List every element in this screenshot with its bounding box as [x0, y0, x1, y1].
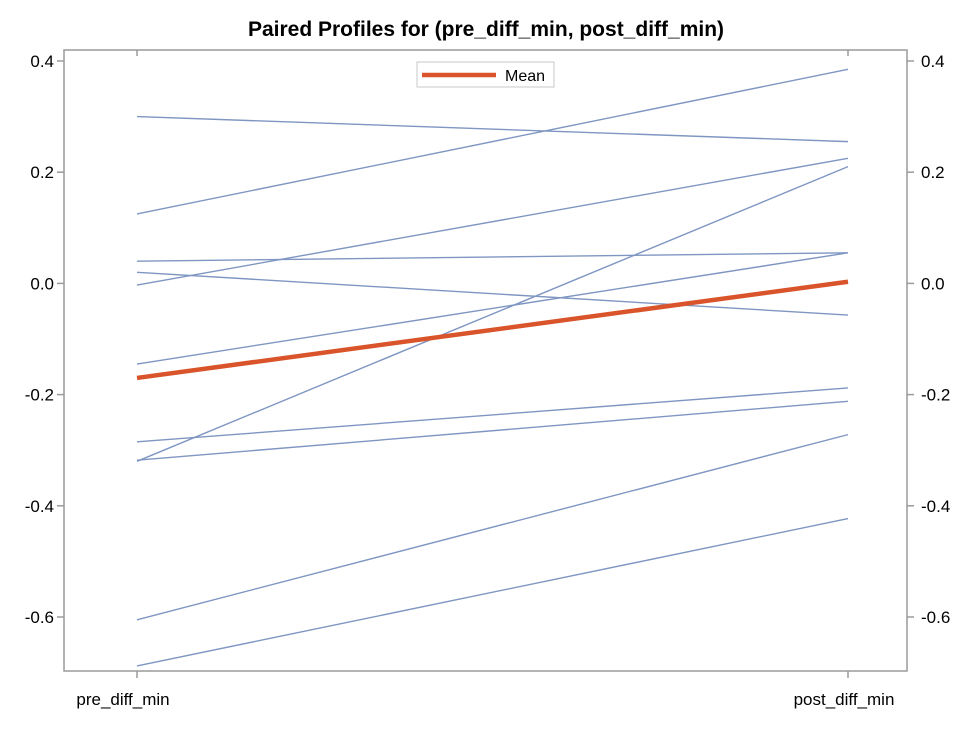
left-y-tick-label: 0.2: [30, 163, 54, 182]
profile-line: [136, 387, 849, 443]
profile-lines: [136, 68, 849, 667]
x-category-label: pre_diff_min: [76, 690, 169, 709]
left-y-tick-label: -0.6: [25, 608, 54, 627]
left-y-tick-label: -0.2: [25, 386, 54, 405]
mean-line: [136, 279, 849, 381]
profile-line: [136, 252, 849, 262]
mean-line-group: [136, 279, 849, 381]
left-y-tick-label: 0.4: [30, 52, 54, 71]
x-category-label: post_diff_min: [794, 690, 895, 709]
x-axis: pre_diff_min post_diff_min: [76, 50, 894, 709]
left-y-axis: 0.4 0.2 0.0 -0.2 -0.4 -0.6: [25, 52, 64, 627]
left-y-tick-label: -0.4: [25, 497, 54, 516]
profile-line: [136, 68, 849, 215]
profile-line: [136, 115, 849, 143]
profile-line: [136, 433, 849, 621]
profile-line: [136, 252, 849, 365]
chart-title: Paired Profiles for (pre_diff_min, post_…: [248, 18, 724, 41]
right-y-tick-label: -0.2: [921, 386, 950, 405]
right-y-tick-label: 0.4: [921, 52, 945, 71]
right-y-tick-label: 0.0: [921, 274, 945, 293]
right-y-tick-label: -0.6: [921, 608, 950, 627]
right-y-tick-label: -0.4: [921, 497, 950, 516]
right-y-axis: 0.4 0.2 0.0 -0.2 -0.4 -0.6: [907, 52, 950, 627]
plot-area-frame: [63, 49, 908, 672]
profile-line: [136, 157, 849, 286]
legend-mean-label: Mean: [505, 68, 545, 85]
profile-line: [136, 517, 849, 667]
profile-line: [136, 271, 849, 316]
right-y-tick-label: 0.2: [921, 163, 945, 182]
profile-line: [136, 400, 849, 461]
left-y-tick-label: 0.0: [30, 274, 54, 293]
profile-line: [136, 165, 849, 462]
legend: Mean: [416, 61, 555, 88]
